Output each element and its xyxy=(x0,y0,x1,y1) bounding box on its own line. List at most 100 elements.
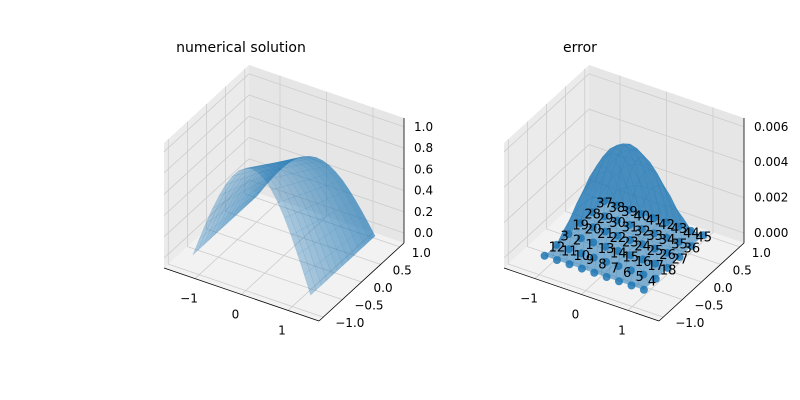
x-tick-label: −1 xyxy=(520,292,538,306)
surface-patch xyxy=(289,212,303,233)
x-gridline xyxy=(627,107,714,311)
point-label: 12 xyxy=(549,240,566,255)
point-label: 40 xyxy=(634,209,651,224)
surface-patch xyxy=(294,210,308,230)
surface-patch xyxy=(267,164,281,170)
point-label: 43 xyxy=(671,222,688,237)
point-label: 45 xyxy=(696,231,713,246)
point-label: 44 xyxy=(683,226,700,241)
point-label: 4 xyxy=(648,274,656,289)
x-tick-label: −1 xyxy=(180,292,198,306)
point-label: 41 xyxy=(646,214,663,229)
surface-patch xyxy=(218,182,232,197)
z-gridline xyxy=(503,108,745,188)
surface-patch xyxy=(199,218,212,239)
z-gridline xyxy=(163,158,405,238)
z-gridline xyxy=(503,73,745,153)
surface-patch xyxy=(211,192,225,210)
surface-patch xyxy=(295,229,309,252)
surface-patch xyxy=(303,269,317,296)
y-gridline xyxy=(507,139,664,318)
solution-surface xyxy=(192,155,376,296)
point-label: 17 xyxy=(647,259,664,274)
z-tick-label: 0.4 xyxy=(414,184,433,198)
surface-patch xyxy=(313,239,326,263)
z-tick-label: 0.000 xyxy=(754,226,788,240)
point-label: 39 xyxy=(621,205,638,220)
point-label: 29 xyxy=(597,212,614,227)
y-gridline xyxy=(186,121,343,300)
surface-patch xyxy=(254,163,267,168)
point-label: 38 xyxy=(609,201,626,216)
axes-ticks: −101−1.0−0.50.00.51.00.00.20.40.60.81.0 xyxy=(163,118,433,337)
surface-patch xyxy=(256,166,270,172)
surface-patch xyxy=(249,164,262,169)
point-label: 21 xyxy=(597,227,614,242)
surface-patch xyxy=(690,228,704,241)
point-label: 33 xyxy=(646,229,663,244)
y-tick-label: −1.0 xyxy=(675,316,704,330)
point-label: 25 xyxy=(647,244,664,259)
surface-patch xyxy=(301,226,315,248)
surface-patch xyxy=(273,168,287,177)
surface-patch xyxy=(231,169,245,177)
x-axis-line xyxy=(163,267,320,322)
surface-patch xyxy=(192,234,205,256)
point-label: 5 xyxy=(636,270,644,285)
y-gridline xyxy=(206,104,362,283)
point-label: 1 xyxy=(585,238,593,253)
surface-patch xyxy=(284,215,297,236)
surface-patch xyxy=(275,175,288,188)
surface-patch xyxy=(243,165,256,170)
y-tick-label: −0.5 xyxy=(694,299,723,313)
x-tick-label: 1 xyxy=(278,323,286,337)
point-label: 37 xyxy=(596,197,613,212)
z-tick-label: 0.004 xyxy=(754,155,788,169)
y-axis-line xyxy=(658,242,745,322)
x-tick-label: 0 xyxy=(572,308,580,322)
x-axis-line xyxy=(503,267,660,322)
y-tick-label: 0.5 xyxy=(393,263,412,277)
surface-patch xyxy=(210,202,224,221)
point-label: 18 xyxy=(660,263,677,278)
point-label: 32 xyxy=(634,225,651,240)
point-label: 34 xyxy=(659,233,676,248)
surface-patch xyxy=(261,165,276,171)
error-point xyxy=(540,251,549,260)
point-label: 24 xyxy=(634,240,651,255)
x-tick-label: 0 xyxy=(232,308,240,322)
subplot-title: error xyxy=(563,40,597,56)
y-tick-label: 1.0 xyxy=(412,246,431,260)
surface-patch xyxy=(230,172,244,184)
point-label: 26 xyxy=(659,248,676,263)
surface-patch xyxy=(234,176,248,190)
point-label: 23 xyxy=(622,236,639,251)
point-label: 19 xyxy=(572,219,589,234)
surface-patch xyxy=(197,230,211,251)
point-label: 14 xyxy=(610,246,627,261)
z-gridline xyxy=(163,115,405,195)
point-label: 8 xyxy=(598,257,606,272)
surface-patch xyxy=(257,171,271,181)
surface-patch xyxy=(217,190,231,207)
point-label: 6 xyxy=(623,266,631,281)
y-gridline xyxy=(167,139,324,318)
surface-patch xyxy=(261,163,274,167)
surface-patch xyxy=(223,180,237,194)
surface-patch xyxy=(281,185,295,200)
subplot-title: numerical solution xyxy=(176,40,306,56)
y-tick-label: 0.0 xyxy=(714,281,733,295)
z-tick-label: 0.8 xyxy=(414,141,433,155)
y-tick-label: 0.5 xyxy=(733,263,752,277)
point-label: 36 xyxy=(684,242,701,257)
point-label: 11 xyxy=(561,245,578,260)
z-gridline xyxy=(163,137,405,216)
surface-patch xyxy=(204,215,218,235)
surface-patch xyxy=(280,174,294,186)
error-surface xyxy=(544,143,704,291)
surface-patch xyxy=(222,187,236,204)
surface-patch xyxy=(290,232,304,255)
surface-patch xyxy=(205,205,219,224)
